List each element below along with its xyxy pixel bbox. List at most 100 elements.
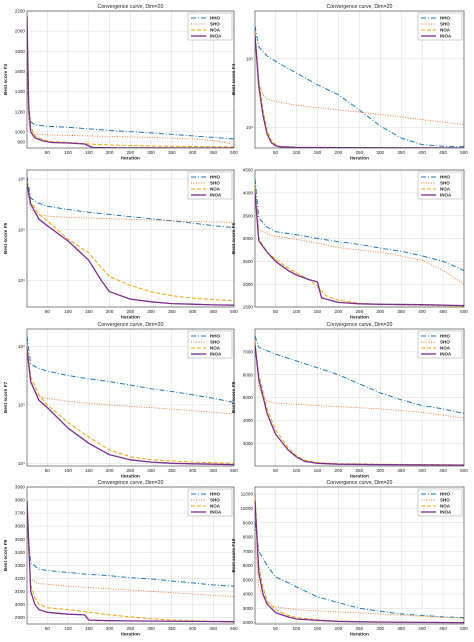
x-tick-label: 150 [85, 626, 93, 631]
chart-title: Convergence curve, Dim=20 [327, 480, 393, 486]
y-tick-label: 10000 [240, 506, 253, 511]
y-tick-label: 3300 [15, 563, 26, 568]
x-tick-label: 400 [189, 309, 197, 314]
y-tick-label: 9000 [243, 520, 254, 525]
x-tick-label: 200 [106, 468, 114, 473]
legend-label-inoa: INOA [440, 352, 452, 357]
series-line-hho [255, 335, 464, 414]
x-axis-label: Iteration [121, 315, 140, 321]
x-tick-label: 400 [418, 309, 426, 314]
chart-panel-1: 50 100 150 200 250 300 350 400 450 500 1000 1200 140… [3, 4, 238, 162]
x-tick-label: 150 [85, 309, 93, 314]
legend-label-noa: NOA [440, 346, 451, 351]
legend-label-noa: NOA [440, 187, 451, 192]
series-line-noa [27, 346, 234, 464]
y-axis-label: Best score F8 [231, 381, 237, 413]
y-tick-label: 10⁵ [246, 56, 253, 61]
y-tick-label: 3500 [243, 213, 254, 218]
series-line-noa [27, 181, 234, 302]
x-tick-label: 100 [293, 150, 301, 155]
axes-frame [254, 328, 465, 467]
series-line-sho [27, 71, 234, 145]
series-line-inoa [255, 344, 464, 466]
chart-title: Convergence curve, Dim=20 [98, 480, 164, 486]
legend-label-inoa: INOA [440, 510, 452, 515]
x-tick-label: 450 [439, 468, 447, 473]
x-tick-label: 50 [273, 150, 279, 155]
legend-label-noa: NOA [440, 28, 451, 33]
x-tick-label: 250 [355, 468, 363, 473]
y-tick-label: 7000 [243, 349, 254, 354]
x-tick-label: 400 [418, 468, 426, 473]
x-tick-label: 500 [460, 309, 468, 314]
y-tick-label: 7000 [243, 549, 254, 554]
x-tick-label: 300 [376, 309, 384, 314]
x-tick-label: 50 [45, 468, 51, 473]
chart-title: Convergence curve, Dim=20 [327, 4, 393, 10]
y-tick-label: 1800 [15, 49, 26, 54]
x-axis-label: Iteration [350, 156, 369, 162]
y-tick-label: 10⁴ [18, 278, 25, 283]
series-line-inoa [27, 349, 234, 466]
x-tick-label: 350 [168, 626, 176, 631]
x-tick-label: 150 [85, 150, 93, 155]
series-line-hho [27, 526, 234, 587]
y-tick-label: 2000 [15, 29, 26, 34]
x-tick-label: 250 [126, 626, 134, 631]
x-tick-label: 500 [460, 150, 468, 155]
y-tick-label: 4000 [243, 592, 254, 597]
x-tick-label: 200 [106, 309, 114, 314]
y-tick-label: 6000 [243, 563, 254, 568]
y-tick-label: 4000 [243, 418, 254, 423]
series-line-hho [255, 26, 464, 148]
axes-frame [26, 328, 235, 467]
y-axis-label: Best score F4 [231, 63, 237, 95]
x-tick-label: 100 [64, 150, 72, 155]
legend-label-noa: NOA [210, 346, 221, 351]
x-tick-label: 400 [189, 468, 197, 473]
legend-label-noa: NOA [210, 28, 221, 33]
series-line-hho [27, 336, 234, 403]
x-tick-label: 300 [376, 626, 384, 631]
x-tick-label: 150 [314, 309, 322, 314]
y-tick-label: 5000 [243, 577, 254, 582]
series-line-inoa [255, 192, 464, 307]
x-tick-label: 500 [230, 468, 238, 473]
x-tick-label: 50 [45, 309, 51, 314]
x-tick-label: 200 [106, 150, 114, 155]
x-tick-label: 350 [168, 150, 176, 155]
chart-panel-8: 50 100 150 200 250 300 350 400 450 500 2000 3000 400… [231, 480, 468, 638]
y-tick-label: 4500 [243, 168, 254, 173]
legend-label-hho: HHO [440, 16, 450, 21]
y-tick-label: 4000 [243, 190, 254, 195]
x-axis-label: Iteration [350, 315, 369, 321]
x-tick-label: 200 [106, 626, 114, 631]
series-line-sho [255, 340, 464, 419]
y-tick-label: 3000 [243, 236, 254, 241]
y-tick-label: 8000 [243, 535, 254, 540]
x-axis-label: Iteration [121, 474, 140, 480]
y-axis-label: Best score F6 [231, 222, 237, 254]
x-tick-label: 150 [314, 468, 322, 473]
axes-frame [254, 486, 465, 625]
y-axis-label: Best score F7 [3, 381, 9, 413]
x-tick-label: 100 [293, 626, 301, 631]
y-tick-label: 1200 [15, 109, 26, 114]
x-tick-label: 50 [273, 468, 279, 473]
x-tick-label: 100 [64, 468, 72, 473]
x-tick-label: 500 [230, 150, 238, 155]
x-tick-label: 50 [273, 626, 279, 631]
x-tick-label: 400 [189, 626, 197, 631]
legend-label-sho: SHO [440, 340, 450, 345]
x-tick-label: 350 [397, 626, 405, 631]
legend-label-inoa: INOA [440, 34, 452, 39]
x-tick-label: 150 [85, 468, 93, 473]
x-tick-label: 100 [293, 468, 301, 473]
y-tick-label: 3000 [243, 606, 254, 611]
y-tick-label: 2000 [243, 620, 254, 625]
y-tick-label: 10⁶ [18, 177, 25, 182]
x-tick-label: 250 [126, 309, 134, 314]
x-tick-label: 350 [397, 309, 405, 314]
legend-label-sho: SHO [440, 181, 450, 186]
series-line-noa [27, 21, 234, 148]
